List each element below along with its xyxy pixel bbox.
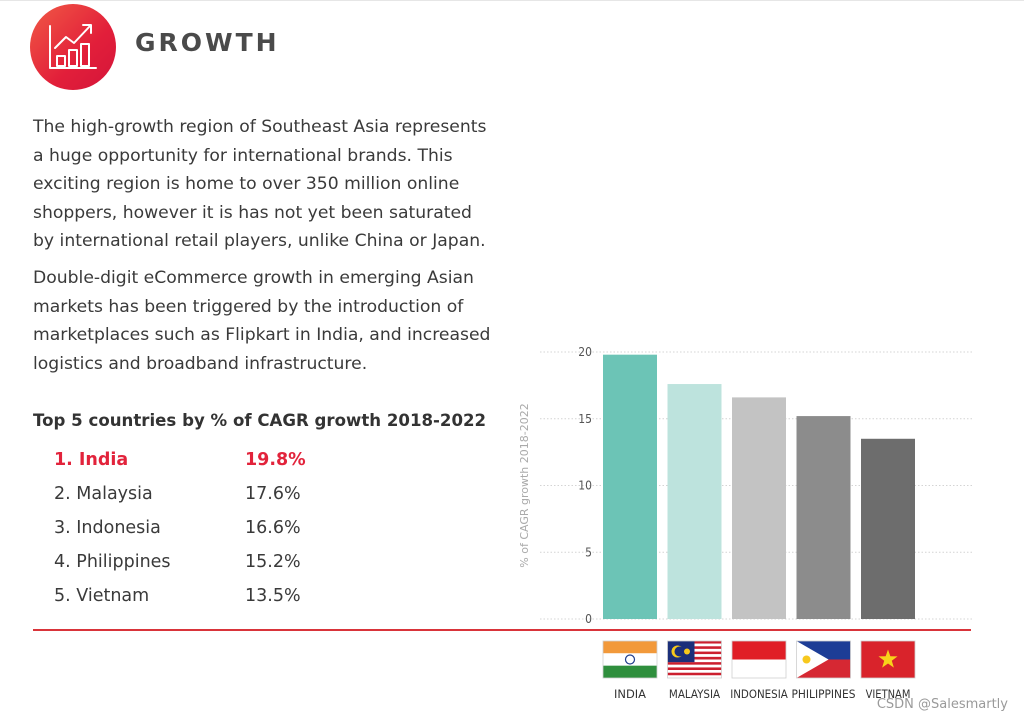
- y-axis-title: % of CAGR growth 2018-2022: [518, 403, 531, 567]
- page-title: GROWTH: [135, 28, 280, 57]
- x-tick-label: PHILIPPINES: [792, 687, 856, 701]
- x-tick-label: VIETNAM: [866, 687, 911, 701]
- baseline-rule: [33, 629, 971, 631]
- ranking-list: 1. India 19.8% 2. Malaysia 17.6% 3. Indo…: [54, 448, 354, 618]
- list-item: 1. India 19.8%: [54, 448, 354, 482]
- watermark: CSDN @Salesmartly: [876, 697, 1008, 712]
- country-value: 17.6%: [245, 484, 301, 504]
- bar-philippines: [796, 416, 851, 619]
- country-name: 2. Malaysia: [54, 484, 153, 504]
- country-name: 3. Indonesia: [54, 518, 161, 538]
- list-item: 5. Vietnam 13.5%: [54, 584, 354, 618]
- x-tick-label: INDIA: [614, 687, 646, 701]
- y-tick-label: 20: [578, 345, 592, 359]
- indonesia-flag-icon: [731, 640, 787, 679]
- list-item: 4. Philippines 15.2%: [54, 550, 354, 584]
- country-value: 16.6%: [245, 518, 301, 538]
- cagr-bar-chart: 0 5 10 15 20 % of CAGR growth 2018-2022 INDIA M…: [518, 345, 972, 701]
- country-name: 4. Philippines: [54, 552, 171, 572]
- growth-chart-icon: [30, 4, 116, 90]
- top-divider: [0, 0, 1024, 1]
- bar-indonesia: [732, 397, 786, 619]
- country-value: 19.8%: [245, 450, 306, 470]
- y-tick-label: 15: [578, 412, 592, 426]
- india-flag-icon: [602, 640, 658, 679]
- philippines-flag-icon: [796, 640, 851, 679]
- vietnam-flag-icon: [860, 640, 916, 679]
- country-value: 13.5%: [245, 586, 301, 606]
- list-item: 2. Malaysia 17.6%: [54, 482, 354, 516]
- country-name: 5. Vietnam: [54, 586, 150, 606]
- y-tick-label: 10: [578, 479, 592, 493]
- x-tick-label: MALAYSIA: [669, 687, 720, 701]
- x-tick-label: INDONESIA: [730, 687, 788, 701]
- country-value: 15.2%: [245, 552, 301, 572]
- intro-paragraph: The high-growth region of Southeast Asia…: [33, 117, 487, 251]
- growth-paragraph: Double-digit eCommerce growth in emergin…: [33, 268, 491, 374]
- y-tick-label: 0: [585, 612, 592, 626]
- malaysia-flag-icon: [667, 640, 722, 679]
- bar-india: [603, 354, 657, 619]
- ranking-title: Top 5 countries by % of CAGR growth 2018…: [33, 411, 487, 430]
- country-name: 1. India: [54, 450, 129, 470]
- bar-malaysia: [667, 384, 722, 619]
- list-item: 3. Indonesia 16.6%: [54, 516, 354, 550]
- y-tick-label: 5: [585, 545, 592, 559]
- bar-vietnam: [861, 438, 915, 619]
